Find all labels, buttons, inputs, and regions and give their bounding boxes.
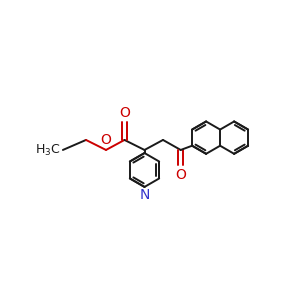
Text: N: N xyxy=(140,188,151,202)
Text: O: O xyxy=(175,168,186,182)
Text: O: O xyxy=(100,133,111,147)
Text: H$_3$C: H$_3$C xyxy=(35,142,61,158)
Text: O: O xyxy=(119,106,130,120)
